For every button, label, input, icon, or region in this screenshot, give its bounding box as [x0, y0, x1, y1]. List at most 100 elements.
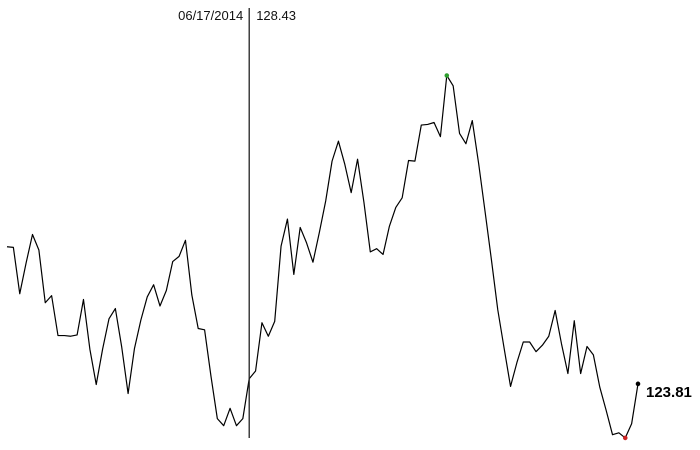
marker-group	[444, 73, 641, 441]
data-point[interactable]	[579, 372, 583, 376]
data-point[interactable]	[317, 231, 321, 235]
data-point[interactable]	[585, 345, 589, 349]
data-point[interactable]	[292, 272, 296, 276]
data-point[interactable]	[228, 406, 232, 410]
data-point[interactable]	[413, 159, 417, 163]
data-point[interactable]	[489, 258, 493, 262]
data-point[interactable]	[387, 224, 391, 228]
data-point[interactable]	[139, 318, 143, 322]
data-point[interactable]	[62, 334, 66, 338]
data-point[interactable]	[132, 346, 136, 350]
data-point[interactable]	[438, 135, 442, 139]
data-point[interactable]	[107, 317, 111, 321]
data-point[interactable]	[196, 326, 200, 330]
data-point[interactable]	[152, 283, 156, 287]
data-point[interactable]	[69, 334, 73, 338]
data-point[interactable]	[560, 342, 564, 346]
data-point[interactable]	[113, 307, 117, 311]
data-point[interactable]	[88, 347, 92, 351]
data-point[interactable]	[305, 241, 309, 245]
data-point[interactable]	[375, 247, 379, 251]
data-point[interactable]	[432, 120, 436, 124]
data-point[interactable]	[496, 308, 500, 312]
data-point[interactable]	[56, 334, 60, 338]
data-point[interactable]	[547, 334, 551, 338]
data-point[interactable]	[349, 191, 353, 195]
data-point[interactable]	[464, 142, 468, 146]
data-point[interactable]	[126, 392, 130, 396]
data-point[interactable]	[120, 345, 124, 349]
data-point[interactable]	[617, 431, 621, 435]
price-series-line	[6, 74, 639, 439]
data-point[interactable]	[330, 159, 334, 163]
data-point[interactable]	[477, 162, 481, 166]
data-point[interactable]	[407, 158, 411, 162]
data-point[interactable]	[222, 424, 226, 428]
data-point[interactable]	[324, 199, 328, 203]
data-point[interactable]	[285, 217, 289, 221]
data-point[interactable]	[183, 238, 187, 242]
data-point[interactable]	[30, 233, 34, 237]
data-point[interactable]	[528, 340, 532, 344]
data-point[interactable]	[234, 424, 238, 428]
data-point[interactable]	[298, 225, 302, 229]
data-point[interactable]	[394, 205, 398, 209]
data-point[interactable]	[260, 321, 264, 325]
data-point[interactable]	[591, 353, 595, 357]
data-point[interactable]	[426, 122, 430, 126]
data-point[interactable]	[566, 372, 570, 376]
data-point[interactable]	[94, 383, 98, 387]
data-point[interactable]	[241, 417, 245, 421]
data-point[interactable]	[164, 289, 168, 293]
data-point[interactable]	[470, 119, 474, 123]
data-point[interactable]	[209, 374, 213, 378]
data-point[interactable]	[75, 333, 79, 337]
data-point[interactable]	[81, 298, 85, 302]
data-point[interactable]	[368, 250, 372, 254]
data-point[interactable]	[203, 328, 207, 332]
data-point[interactable]	[190, 293, 194, 297]
data-point[interactable]	[381, 252, 385, 256]
data-point[interactable]	[572, 319, 576, 323]
data-point[interactable]	[356, 157, 360, 161]
data-point[interactable]	[553, 308, 557, 312]
data-point[interactable]	[630, 422, 634, 426]
data-point[interactable]	[611, 433, 615, 437]
data-point[interactable]	[24, 261, 28, 265]
data-point[interactable]	[483, 209, 487, 213]
data-point[interactable]	[534, 350, 538, 354]
data-point[interactable]	[5, 245, 9, 249]
data-point[interactable]	[145, 295, 149, 299]
data-point[interactable]	[18, 292, 22, 296]
data-point[interactable]	[11, 245, 15, 249]
data-point[interactable]	[177, 254, 181, 258]
data-point[interactable]	[171, 260, 175, 264]
last-value-label: 123.81	[646, 384, 692, 401]
data-point[interactable]	[458, 131, 462, 135]
data-point[interactable]	[604, 408, 608, 412]
data-point[interactable]	[101, 347, 105, 351]
data-point[interactable]	[158, 304, 162, 308]
data-point[interactable]	[50, 294, 54, 298]
data-point[interactable]	[215, 417, 219, 421]
data-point[interactable]	[521, 340, 525, 344]
price-line-group	[5, 74, 639, 439]
data-point[interactable]	[451, 84, 455, 88]
data-point[interactable]	[311, 260, 315, 264]
data-point[interactable]	[502, 346, 506, 350]
data-point[interactable]	[266, 334, 270, 338]
data-point[interactable]	[343, 162, 347, 166]
data-point[interactable]	[279, 244, 283, 248]
data-point[interactable]	[254, 369, 258, 373]
data-point[interactable]	[419, 123, 423, 127]
data-point[interactable]	[598, 385, 602, 389]
data-point[interactable]	[336, 139, 340, 143]
data-point[interactable]	[540, 343, 544, 347]
data-point[interactable]	[362, 200, 366, 204]
data-point[interactable]	[515, 361, 519, 365]
data-point[interactable]	[37, 248, 41, 252]
data-point[interactable]	[273, 319, 277, 323]
data-point[interactable]	[400, 196, 404, 200]
data-point[interactable]	[509, 384, 513, 388]
data-point[interactable]	[43, 301, 47, 305]
